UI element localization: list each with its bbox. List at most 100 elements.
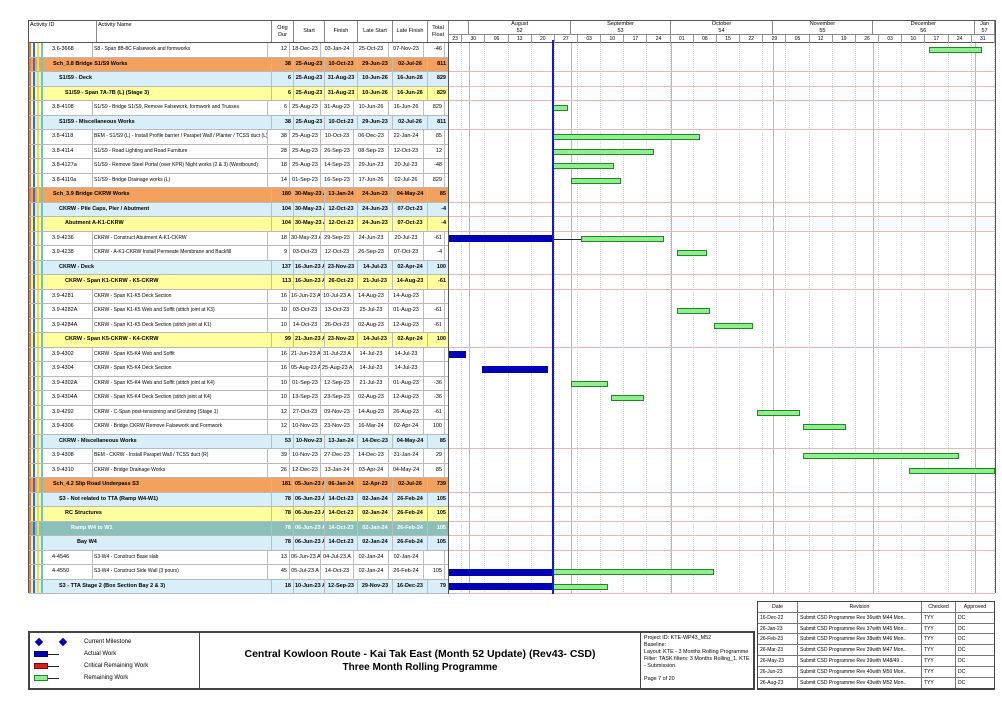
cell-finish: 10-Jul-23 A xyxy=(321,289,354,303)
week-gridline xyxy=(449,43,463,594)
cell-start: 25-Aug-23 xyxy=(294,72,325,86)
revision-description: Submit CSD Programme Rev 43with M52 Mon.… xyxy=(798,677,922,689)
actual-work-bar xyxy=(449,235,552,242)
cell-orig-dur: 38 xyxy=(268,130,290,144)
cell-orig-dur: 6 xyxy=(272,86,294,100)
table-row-summary: CKRW - Miscellaneous Works 53 10-Nov-23 13-… xyxy=(29,434,448,449)
gantt-row xyxy=(449,87,995,101)
cell-late-start: 10-Jun-26 xyxy=(358,86,393,100)
cell-activity-id: 3.9-4308 xyxy=(51,449,93,463)
cell-late-finish: 14-Jul-23 xyxy=(389,362,424,376)
cell-activity-name: BEM - S1/S9 (L) - Install Profile barrie… xyxy=(93,130,268,144)
week-gridline xyxy=(856,43,880,594)
month-number: 57 xyxy=(981,27,988,34)
month-label: October xyxy=(711,21,732,27)
table-row-task: 3.9-4284A CKRW - Span K1-K5 Deck Section … xyxy=(29,318,448,333)
cell-total-float xyxy=(424,347,445,361)
cell-total-float: 105 xyxy=(428,536,448,550)
revision-date: 26-Jun-23 xyxy=(758,666,798,677)
cell-start: 10-Nov-23 xyxy=(290,449,321,463)
cell-total-float: 85 xyxy=(424,130,445,144)
cell-total-float: 79 xyxy=(428,580,448,594)
month-gridline xyxy=(670,43,672,594)
week-gridline xyxy=(694,43,717,594)
hierarchy-band-stripes xyxy=(29,202,49,216)
remaining-work-bar xyxy=(803,424,847,430)
cell-activity-id: 3.9-4310 xyxy=(51,463,93,477)
cell-orig-dur: 16 xyxy=(268,289,290,303)
cell-finish: 04-Jul-23 A xyxy=(321,550,354,564)
legend-label: Actual Work xyxy=(84,651,117,657)
cell-summary-name: Bay W4 xyxy=(49,536,272,550)
cell-orig-dur: 10 xyxy=(268,318,290,332)
hierarchy-band-stripes xyxy=(29,304,49,318)
cell-late-start: 25-Jul-23 xyxy=(354,304,389,318)
cell-finish: 12-Sep-23 xyxy=(325,579,358,593)
gantt-row xyxy=(449,319,995,334)
month-label: November xyxy=(809,21,836,27)
timeline-week-tick: 29 xyxy=(763,35,787,43)
hierarchy-band-stripes xyxy=(29,391,49,405)
cell-finish: 13-Jan-24 xyxy=(321,463,354,477)
gantt-row xyxy=(449,246,995,261)
hierarchy-band-stripes xyxy=(29,478,49,492)
revision-description: Submit CSD Programme Rev 39with M47 Mon.… xyxy=(798,645,922,655)
week-gridline xyxy=(601,43,625,594)
cell-start: 12-Dec-23 xyxy=(290,463,321,477)
gantt-row xyxy=(449,304,995,319)
remaining-work-bar xyxy=(756,409,800,416)
table-row-task: 3.9-4236 CKRW - Construct Abutment A-K1-C… xyxy=(29,231,448,246)
hierarchy-band-stripes xyxy=(29,376,49,390)
cell-late-finish: 07-Oct-23 xyxy=(393,217,428,231)
cell-activity-name: S1/S9 - Bridge S1/S9, Remove Falsework, … xyxy=(93,101,268,115)
revision-checked: TYY xyxy=(922,634,956,645)
table-row-summary: Bay W4 78 06-Jun-23 A 14-Oct-23 02-Jan-24 26-… xyxy=(29,536,448,551)
cell-orig-dur: 26 xyxy=(268,463,290,477)
legend-label: Current Milestone xyxy=(84,639,132,645)
week-gridline xyxy=(786,43,810,594)
week-gridline xyxy=(949,43,972,594)
timeline-month xyxy=(449,21,469,35)
table-row-task: 3.9-4238 CKRW - A-K1-CKRW Install Permeat… xyxy=(29,246,448,261)
cell-start: 18-Dec-23 xyxy=(290,43,321,57)
cell-late-start: 14-Jul-23 xyxy=(358,260,393,274)
project-info: Project ID: KTE-WP43_M52 Baseline: Layou… xyxy=(641,633,753,688)
cell-start: 16-Jun-23 A xyxy=(290,289,321,303)
month-label: September xyxy=(607,21,634,27)
cell-late-finish: 07-Oct-23 xyxy=(393,202,428,216)
milestone-diamond-icon xyxy=(58,637,68,647)
cell-start: 06-Jun-23 A xyxy=(290,550,321,564)
cell-late-start: 14-Dec-23 xyxy=(358,434,393,448)
cell-total-float: 829 xyxy=(424,101,445,115)
revision-description: Submit CSD Programme Rev 36with M44 Mon.… xyxy=(798,612,922,623)
table-row-summary: S3 - TTA Stage 2 (Box Section Bay 2 & 3)… xyxy=(29,579,448,594)
legend-item: Actual Work xyxy=(34,648,195,660)
revision-description: Submit CSD Programme Rev 39with M48/49 .… xyxy=(798,655,922,666)
revision-row: 26-Mar-23 Submit CSD Programme Rev 39with… xyxy=(758,645,994,656)
week-gridline xyxy=(485,43,509,594)
hierarchy-band-stripes xyxy=(29,507,49,521)
hierarchy-band-stripes xyxy=(29,246,49,260)
cell-activity-id: 3.6-3668 xyxy=(51,43,93,57)
remaining-work-bar xyxy=(551,163,615,169)
hierarchy-band-stripes xyxy=(29,521,49,535)
legend-item: Critical Remaining Work xyxy=(34,660,195,672)
cell-start: 05-Aug-23 A xyxy=(290,362,321,376)
revision-checked: TYY xyxy=(922,612,956,623)
table-row-task: 3.9-4302 CKRW - Span K5-K4 Web and Soffit… xyxy=(29,347,448,362)
bar-connector-line xyxy=(47,665,59,667)
cell-finish: 09-Nov-23 xyxy=(321,405,354,419)
cell-activity-id: 4-4546 xyxy=(51,550,93,564)
cell-late-finish: 02-Jan-24 xyxy=(389,550,424,564)
cell-late-finish: 14-Aug-23 xyxy=(393,275,428,289)
cell-activity-name: CKRW - Construct Abutment A-K1-CKRW xyxy=(93,231,268,245)
hierarchy-band-stripes xyxy=(29,86,49,100)
cell-late-finish: 31-Jan-24 xyxy=(389,449,424,463)
cell-late-start: 10-Jun-26 xyxy=(358,72,393,86)
cell-start: 16-Jun-23 A xyxy=(294,275,325,289)
cell-finish: 14-Oct-23 xyxy=(325,536,358,550)
revision-checked: TYY xyxy=(922,645,956,655)
cell-activity-name: CKRW - Bridge CKRW Remove Falsework and … xyxy=(93,420,268,434)
cell-orig-dur: 13 xyxy=(268,550,290,564)
cell-finish: 10-Oct-23 xyxy=(325,115,358,129)
